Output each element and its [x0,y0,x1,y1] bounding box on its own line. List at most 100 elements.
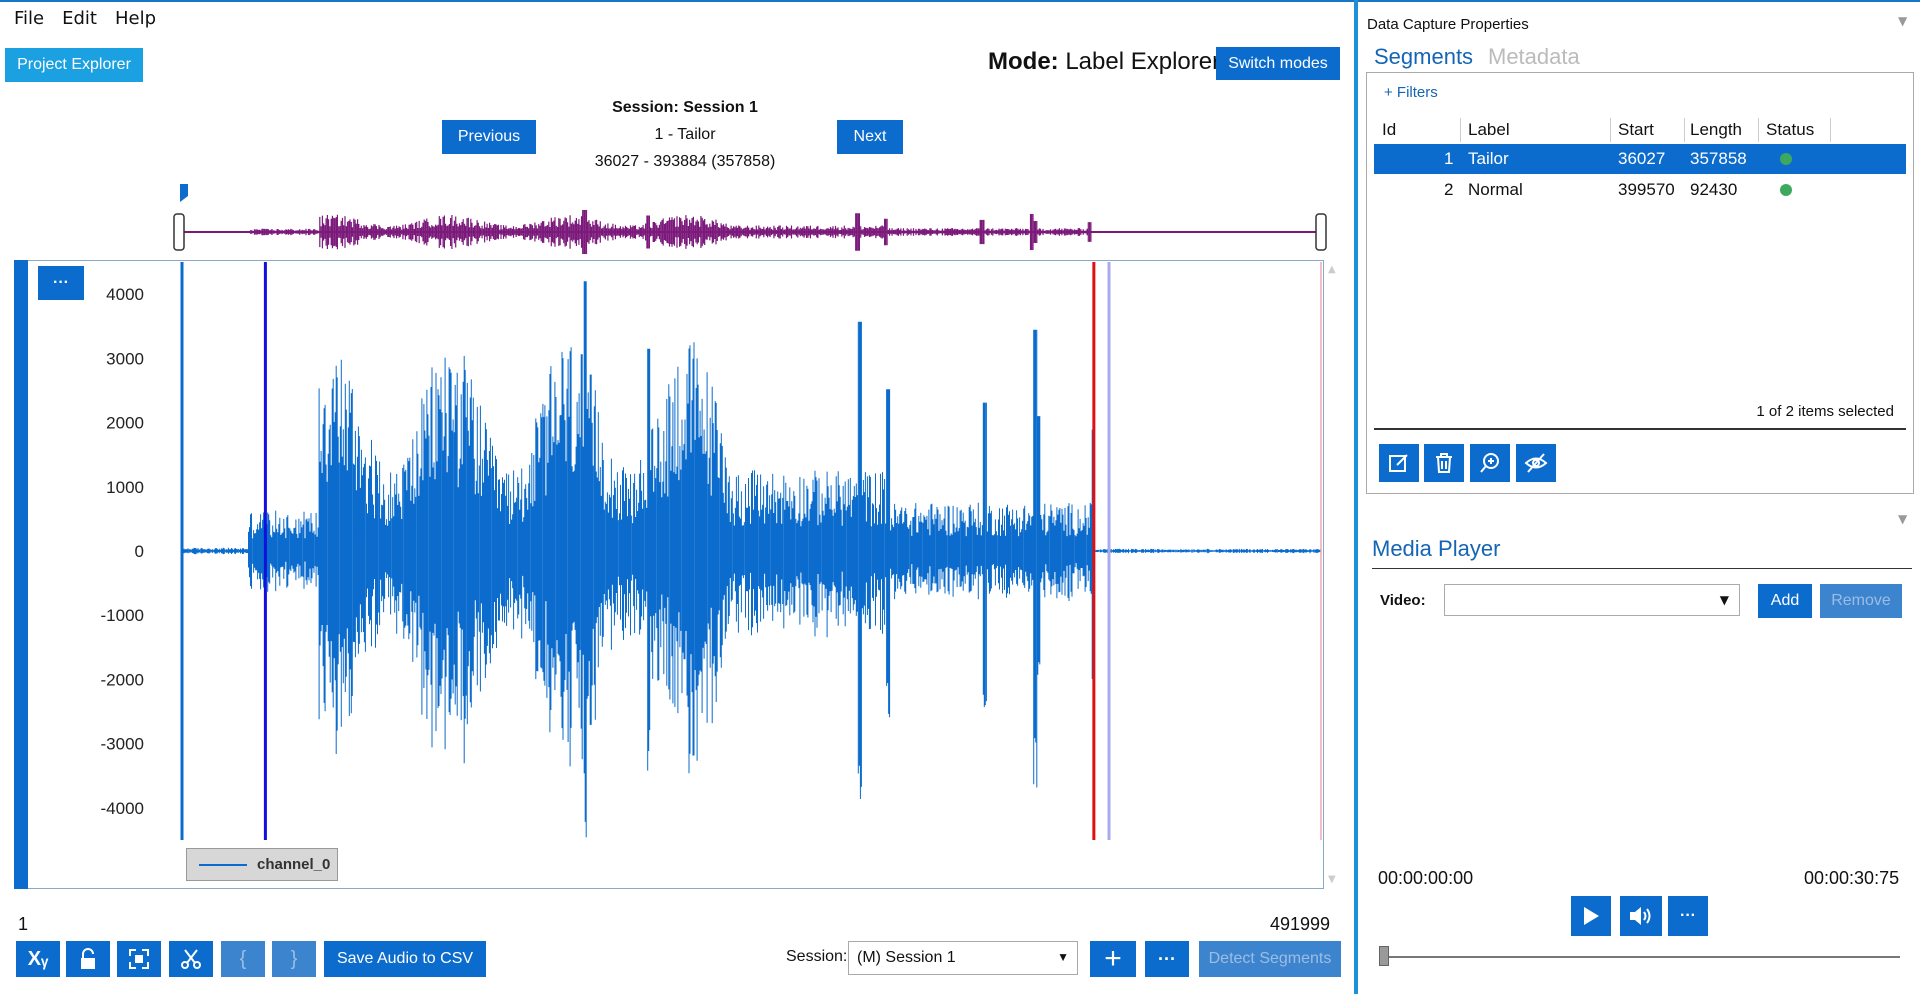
hide-segment-button[interactable] [1516,444,1556,482]
xy-toggle-button[interactable]: Xᵧ [16,941,60,977]
volume-icon [1630,907,1651,925]
legend-series-name: channel_0 [257,856,331,873]
expand-icon [129,949,149,969]
chevron-down-icon: ▼ [1057,950,1069,964]
video-select[interactable]: ▼ [1444,584,1740,616]
divider [1372,568,1912,569]
column-divider [1610,118,1611,142]
y-tick-label: 4000 [106,285,144,304]
segment-range: 36027 - 393884 (357858) [594,153,776,170]
menu-bar: File Edit Help [14,8,156,34]
row-label: Tailor [1468,149,1509,168]
fit-view-button[interactable] [117,941,161,977]
y-tick-label: 3000 [106,349,144,368]
column-status[interactable]: Status [1766,120,1815,139]
chart-menu-button[interactable]: ··· [38,266,84,300]
menu-help[interactable]: Help [114,8,157,29]
overview-waveform[interactable] [170,182,1330,257]
y-tick-label: 2000 [106,414,144,433]
x-range-end: 491999 [1270,914,1331,934]
save-audio-csv-button[interactable]: Save Audio to CSV [324,941,486,977]
row-id: 1 [1444,149,1454,168]
lock-button[interactable] [66,941,110,977]
status-ok-icon [1780,184,1792,196]
top-accent-line [0,0,1920,2]
channel-0-series [181,281,1321,838]
media-more-button[interactable]: ··· [1668,896,1708,936]
total-time: 00:00:30:75 [1804,868,1900,888]
tab-metadata[interactable]: Metadata [1488,44,1580,69]
switch-modes-button[interactable]: Switch modes [1216,47,1340,80]
video-label: Video: [1380,592,1426,609]
divider [1374,428,1906,430]
menu-edit[interactable]: Edit [62,8,97,29]
next-button[interactable]: Next [837,120,903,154]
legend-swatch [199,863,247,866]
media-player-title: Media Player [1372,536,1501,561]
row-label: Normal [1468,180,1523,199]
delete-segment-button[interactable] [1424,444,1464,482]
add-button[interactable]: + [1090,941,1136,977]
pane-splitter[interactable] [1354,0,1358,994]
add-video-button[interactable]: Add [1758,584,1812,618]
previous-button[interactable]: Previous [442,120,536,154]
column-start[interactable]: Start [1618,120,1654,139]
segments-panel [1366,72,1914,494]
play-button[interactable] [1571,896,1611,936]
edit-segment-button[interactable] [1379,444,1419,482]
segment-label: 1 - Tailor [654,126,716,143]
session-title: Session: Session 1 [612,99,758,116]
row-start: 36027 [1618,149,1666,168]
collapse-icon[interactable]: ▼ [1898,512,1908,526]
tab-segments[interactable]: Segments [1374,44,1474,69]
filters-link[interactable]: + Filters [1384,84,1438,101]
panel-title: Data Capture Properties [1367,16,1529,33]
y-tick-label: -1000 [101,606,144,625]
table-row[interactable]: 1 Tailor 36027 357858 [1374,144,1906,174]
row-id: 2 [1444,180,1454,199]
zoom-segment-button[interactable] [1470,444,1510,482]
collapse-icon[interactable]: ▼ [1898,14,1908,28]
y-axis: 4000 3000 2000 1000 0 -1000 -2000 -3000 -4000 [101,285,144,818]
seek-bar[interactable] [1384,956,1900,958]
column-divider [1460,118,1461,142]
session-select[interactable]: (M) Session 1 ▼ [848,941,1078,975]
trash-icon [1436,453,1452,473]
column-divider [1830,118,1831,142]
mode-indicator: Mode: Label Explorer [988,48,1220,76]
y-tick-label: -4000 [101,799,144,818]
column-length[interactable]: Length [1690,120,1742,139]
overview-left-handle[interactable] [173,213,185,251]
remove-video-button[interactable]: Remove [1820,584,1902,618]
bracket-close-button[interactable]: } [272,941,316,977]
overview-right-handle[interactable] [1315,213,1327,251]
x-range-start: 1 [18,914,29,934]
bracket-open-button[interactable]: { [221,941,265,977]
column-id[interactable]: Id [1382,120,1397,139]
table-row[interactable]: 2 Normal 399570 92430 [1374,175,1906,205]
row-length: 357858 [1690,149,1747,168]
mode-value: Label Explorer [1065,48,1221,75]
chart-legend: channel_0 [186,848,338,881]
status-ok-icon [1780,153,1792,165]
more-options-button[interactable]: ··· [1145,941,1189,977]
session-select-value: (M) Session 1 [857,949,956,966]
column-divider [1758,118,1759,142]
menu-file[interactable]: File [14,8,45,29]
scroll-down-icon[interactable]: ▼ [1328,874,1336,885]
session-label: Session: [786,948,848,965]
y-tick-label: -3000 [101,735,144,754]
y-tick-label: 1000 [106,478,144,497]
project-explorer-button[interactable]: Project Explorer [5,48,143,82]
y-tick-label: -2000 [101,670,144,689]
detect-segments-button[interactable]: Detect Segments [1199,941,1341,977]
eye-slash-icon [1524,453,1548,473]
column-divider [1684,118,1685,142]
chart-left-strip[interactable] [14,260,28,889]
waveform-chart[interactable]: 4000 3000 2000 1000 0 -1000 -2000 -3000 -4000 [0,258,1340,890]
column-label[interactable]: Label [1468,120,1510,139]
cut-button[interactable] [169,941,213,977]
seek-thumb[interactable] [1379,946,1389,966]
scroll-up-icon[interactable]: ▲ [1328,264,1336,275]
volume-button[interactable] [1620,896,1662,936]
